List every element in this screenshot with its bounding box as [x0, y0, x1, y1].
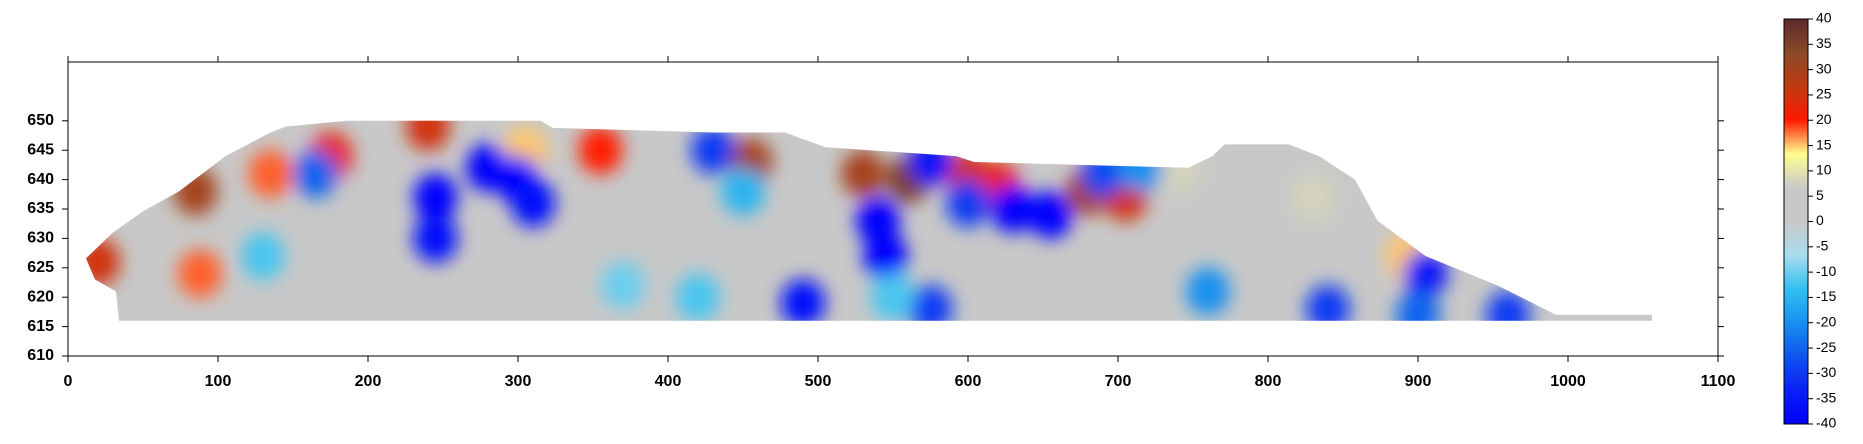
colorbar-tick-label: -40	[1816, 415, 1836, 431]
anomaly	[293, 149, 338, 198]
anomaly	[406, 120, 450, 151]
colorbar: -40 -35 -30 -25 -20 -15 -10 -5 0 5 10 15 20 25 30 35 40	[1783, 10, 1836, 431]
anomaly	[173, 167, 218, 216]
colorbar-tick-label: 35	[1816, 35, 1832, 51]
y-tick-label: 630	[27, 230, 54, 247]
y-tick-label: 635	[27, 200, 54, 217]
y-tick-label: 610	[27, 347, 54, 364]
anomaly	[991, 185, 1035, 233]
colorbar-tick-label: 30	[1816, 60, 1832, 76]
x-tick-label: 1100	[1701, 373, 1736, 390]
anomaly	[178, 249, 222, 298]
anomaly	[578, 126, 623, 175]
y-tick-label: 650	[27, 112, 54, 129]
anomaly	[1118, 143, 1163, 192]
anomaly	[946, 179, 990, 228]
colorbar-tick-label: 15	[1816, 136, 1832, 152]
anomaly	[413, 173, 458, 222]
y-tick-label: 615	[27, 318, 54, 335]
anomaly	[248, 149, 293, 198]
x-tick-label: 600	[955, 373, 982, 390]
x-tick-label: 100	[205, 373, 232, 390]
colorbar-tick-label: -35	[1816, 389, 1836, 405]
anomaly	[908, 284, 953, 321]
anomaly	[86, 237, 120, 286]
x-tick-label: 800	[1255, 373, 1282, 390]
colorbar-tick-label: 20	[1816, 111, 1832, 127]
anomaly	[241, 232, 285, 281]
x-tick-label: 700	[1105, 373, 1132, 390]
anomaly	[413, 214, 458, 263]
anomaly	[1186, 267, 1230, 316]
colorbar-tick-label: -15	[1816, 288, 1836, 304]
colorbar-tick-label: 0	[1816, 212, 1824, 228]
anomaly	[841, 149, 885, 198]
colorbar-scale	[1783, 18, 1809, 425]
anomaly	[1403, 249, 1448, 298]
anomaly	[908, 137, 953, 186]
y-tick-label: 620	[27, 288, 54, 305]
colorbar-tick-label: 5	[1816, 187, 1824, 203]
anomaly	[1291, 173, 1335, 222]
y-tick-label: 645	[27, 141, 54, 158]
anomaly	[601, 261, 645, 310]
x-tick-label: 500	[805, 373, 832, 390]
x-tick-label: 200	[355, 373, 382, 390]
anomaly	[1306, 284, 1350, 321]
anomaly	[511, 179, 555, 228]
y-tick-label: 640	[27, 171, 54, 188]
colorbar-tick-label: -30	[1816, 364, 1836, 380]
colorbar-tick-label: 40	[1816, 10, 1832, 26]
anomaly	[721, 167, 765, 216]
x-tick-label: 1000	[1550, 373, 1586, 390]
anomaly-layer	[86, 120, 1530, 321]
anomaly	[691, 126, 735, 175]
anomaly	[1156, 143, 1200, 192]
anomaly	[1028, 190, 1073, 239]
colorbar-tick-label: -10	[1816, 263, 1836, 279]
colorbar-tick-label: 25	[1816, 86, 1832, 102]
anomalies	[86, 120, 1530, 321]
x-tick-label: 0	[64, 373, 73, 390]
anomaly	[1486, 290, 1530, 321]
anomaly	[676, 273, 720, 321]
anomaly	[1081, 149, 1125, 198]
anomaly	[871, 273, 915, 321]
x-tick-label: 900	[1405, 373, 1432, 390]
colorbar-tick-label: -5	[1816, 238, 1829, 254]
colorbar-tick-label: -25	[1816, 339, 1836, 355]
x-tick-label: 300	[505, 373, 532, 390]
anomaly	[1396, 290, 1440, 321]
y-tick-label: 625	[27, 259, 54, 276]
colorbar-tick-label: 10	[1816, 162, 1832, 178]
anomaly	[781, 279, 825, 321]
x-tick-label: 400	[655, 373, 682, 390]
colorbar-tick-label: -20	[1816, 313, 1836, 329]
anomaly	[863, 232, 908, 281]
